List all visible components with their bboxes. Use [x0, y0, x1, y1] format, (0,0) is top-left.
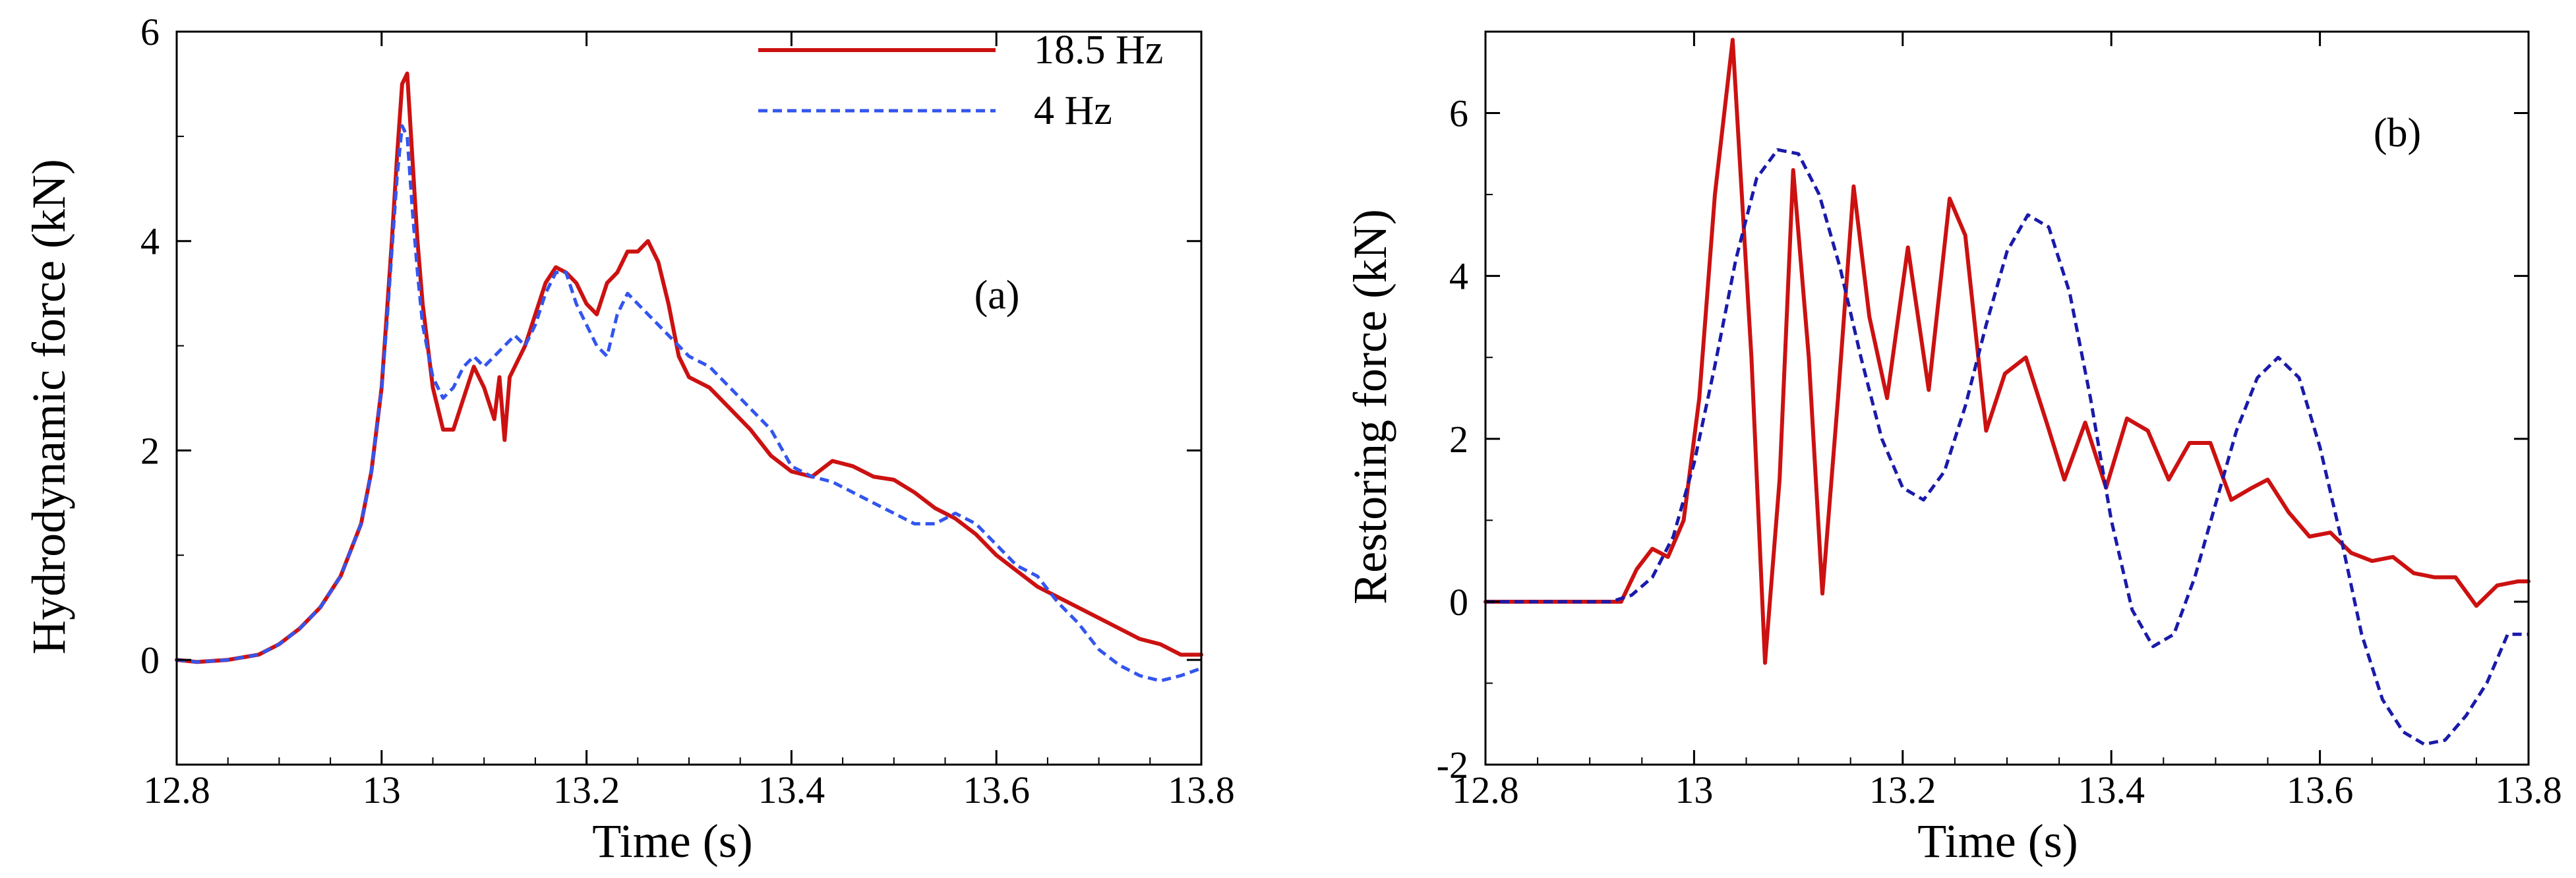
- x-tick-label-b: 13.2: [1869, 769, 1936, 811]
- x-tick-label-a: 13.4: [758, 769, 825, 811]
- y-tick-label-b: 4: [1449, 255, 1468, 298]
- axes-frame-b: [1484, 30, 2530, 766]
- series-line-b-18.5hz: [1483, 38, 2531, 665]
- x-tick-label-a: 13.2: [553, 769, 620, 811]
- x-tick-label-a: 13.6: [963, 769, 1030, 811]
- axes-a: 12.8 13 13.2 13.4 13.6 13.8 0 2 4 6: [140, 11, 1235, 811]
- y-tick-label-b: 6: [1449, 92, 1468, 135]
- x-tick-label-b: 13.4: [2078, 769, 2145, 811]
- y-tick-label-a: 0: [140, 639, 160, 682]
- series-line-a-4hz: [176, 124, 1202, 683]
- panel-label-b: (b): [2374, 111, 2421, 156]
- y-tick-label-a: 6: [140, 11, 160, 53]
- x-tick-label-a: 12.8: [143, 769, 210, 811]
- y-tick-label-b: -2: [1437, 744, 1468, 786]
- x-axis-title-b: Time (s): [1917, 815, 2078, 867]
- plot-area-b: [1483, 38, 2531, 746]
- panel-label-a: (a): [974, 273, 1020, 318]
- axes-frame-a: [175, 30, 1203, 766]
- x-tick-label-b: 13: [1675, 769, 1713, 811]
- x-tick-label-b: 13.6: [2287, 769, 2354, 811]
- y-tick-label-b: 0: [1449, 581, 1468, 624]
- legend: 18.5 Hz 4 Hz: [758, 28, 1163, 133]
- x-axis-title-a: Time (s): [592, 815, 752, 867]
- chart-panel-b: 12.8 13 13.2 13.4 13.6 13.8 -2 0 2 4 6 (b) Time (s…: [1344, 30, 2562, 867]
- y-axis-title-b: Restoring force (kN): [1344, 209, 1396, 604]
- x-tick-label-b: 12.8: [1452, 769, 1519, 811]
- y-tick-label-b: 2: [1449, 418, 1468, 461]
- y-axis-title-a: Hydrodynamic force (kN): [22, 159, 75, 655]
- x-tick-label-a: 13.8: [1168, 769, 1235, 811]
- plot-area-a: [175, 71, 1203, 683]
- legend-label-18.5hz: 18.5 Hz: [1034, 28, 1163, 73]
- y-tick-label-a: 4: [140, 220, 160, 263]
- series-line-b-4hz: [1485, 148, 2529, 746]
- legend-label-4hz: 4 Hz: [1034, 88, 1112, 133]
- x-tick-label-b: 13.8: [2495, 769, 2562, 811]
- axes-b: 12.8 13 13.2 13.4 13.6 13.8 -2 0 2 4 6: [1437, 30, 2562, 811]
- series-line-a-18.5hz: [175, 71, 1203, 664]
- x-tick-label-a: 13: [363, 769, 401, 811]
- y-tick-label-a: 2: [140, 429, 160, 472]
